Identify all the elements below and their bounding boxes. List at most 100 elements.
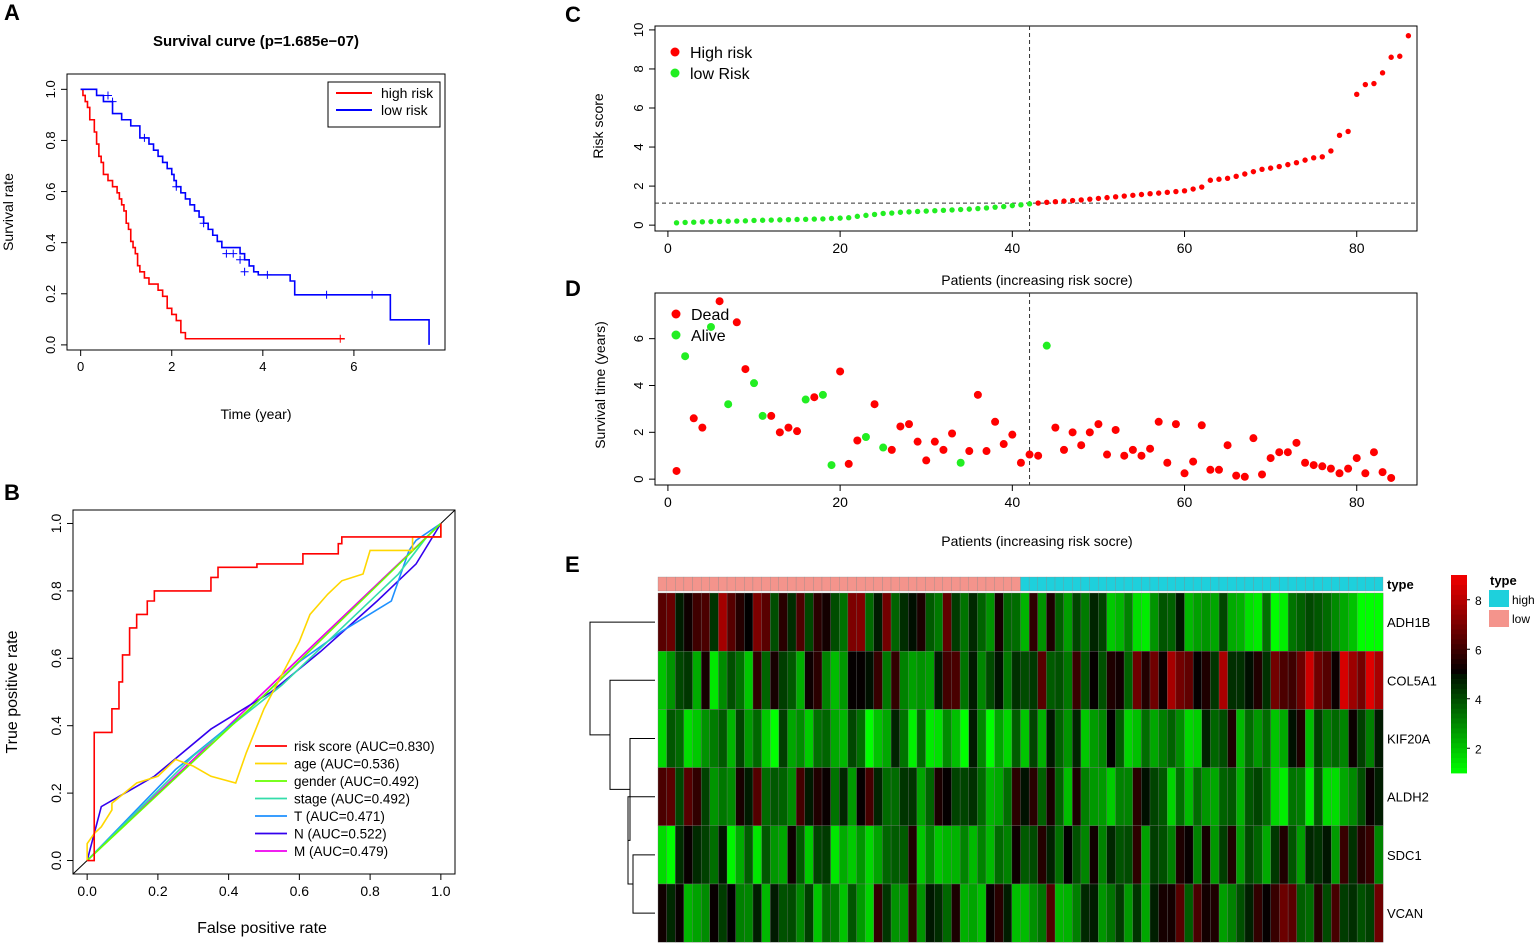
panel-e-annotation-cell — [683, 576, 693, 592]
panel-e-heatmap-cell — [959, 592, 970, 652]
panel-e-heatmap-cell — [1261, 883, 1272, 943]
panel-e-heatmap-cell — [1072, 592, 1082, 652]
panel-e-heatmap-cell — [873, 709, 883, 768]
panel-c-y-tick-label: 2 — [631, 182, 646, 189]
panel-e-heatmap-cell — [1348, 883, 1358, 943]
panel-d-point-dead — [1335, 469, 1344, 478]
panel-e-heatmap-cell — [1261, 767, 1272, 826]
panel-c-point — [1405, 33, 1412, 39]
panel-e-heatmap-cell — [787, 651, 797, 710]
panel-c-y-label: Risk score — [590, 93, 606, 159]
panel-c-point — [1069, 197, 1076, 204]
panel-e-heatmap-cell — [1028, 709, 1039, 768]
panel-b-legend-entry: gender (AUC=0.492) — [294, 774, 419, 789]
panel-e-heatmap-cell — [1167, 767, 1177, 826]
panel-b-legend: risk score (AUC=0.830) age (AUC=0.536) gen… — [255, 739, 435, 859]
panel-e-heatmap-cell — [752, 767, 762, 826]
panel-e-heatmap-cell — [761, 592, 771, 652]
panel-a-x-tick-label: 2 — [168, 359, 175, 374]
panel-e-heatmap-cell — [1132, 651, 1142, 710]
panel-c-point — [983, 205, 990, 211]
panel-e-heatmap-cell — [1089, 651, 1099, 710]
panel-e-heatmap-cell — [1115, 767, 1125, 826]
panel-e-annotation-cell — [1175, 576, 1185, 592]
panel-d-point-dead — [930, 437, 939, 446]
panel-c-point — [759, 217, 766, 223]
panel-e-scale-step — [1451, 644, 1467, 650]
panel-d-point-dead — [1292, 438, 1301, 447]
panel-b-roc-curve — [86, 523, 442, 861]
panel-e-heatmap-cell — [1356, 709, 1367, 768]
panel-e-heatmap-cell — [1167, 709, 1177, 768]
panel-e-annotation-cell — [770, 576, 779, 592]
panel-d-point-dead — [1180, 469, 1189, 478]
panel-e-annotation-cell — [1365, 576, 1375, 592]
panel-e-heatmap-cell — [916, 767, 926, 826]
panel-c-point — [1199, 184, 1205, 190]
panel-e-heatmap-cell — [1063, 883, 1073, 943]
panel-e-heatmap-cell — [1149, 883, 1159, 943]
panel-e-heatmap-cell — [1313, 825, 1323, 885]
panel-e-heatmap-cell — [899, 767, 909, 826]
panel-e-heatmap-cell — [1011, 883, 1021, 943]
panel-e-annotation-cell — [657, 576, 667, 592]
panel-c-x-tick-label: 60 — [1177, 240, 1193, 256]
panel-e-heatmap-cell — [1331, 767, 1341, 826]
panel-e-heatmap-cell — [1106, 651, 1116, 710]
panel-e-heatmap-cell — [752, 709, 762, 768]
panel-e-annotation-cell — [726, 576, 736, 592]
panel-b-legend-entry: N (AUC=0.522) — [294, 827, 387, 842]
panel-c-point — [966, 206, 972, 212]
panel-e-heatmap-cell — [864, 709, 875, 768]
panel-e-heatmap-cell — [1348, 651, 1358, 710]
panel-c-point — [1388, 54, 1394, 60]
panel-e-heatmap-cell — [1003, 883, 1013, 943]
panel-e-heatmap-cell — [821, 709, 831, 768]
panel-e-annotation-cell — [1098, 576, 1107, 592]
panel-e-heatmap-cell — [1374, 651, 1384, 710]
panel-e-heatmap-cell — [1037, 883, 1047, 943]
panel-c-y-tick-label: 6 — [631, 104, 646, 111]
panel-e-heatmap-cell — [934, 651, 944, 710]
panel-e-heatmap-cell — [1296, 825, 1306, 885]
panel-e-heatmap-cell — [1322, 767, 1332, 826]
panel-d-point-alive — [750, 379, 759, 388]
panel-d-y-tick-label: 2 — [631, 429, 646, 436]
panel-e-scale-step — [1451, 743, 1467, 749]
panel-a-x-tick-label: 6 — [350, 359, 357, 374]
panel-e-heatmap-cell — [770, 825, 780, 885]
panel-c-point — [897, 209, 904, 215]
panel-e-heatmap-cell — [959, 651, 970, 710]
panel-e-heatmap-cell — [899, 592, 909, 652]
panel-e-heatmap-cell — [795, 709, 806, 768]
panel-e-heatmap-cell — [890, 825, 901, 885]
panel-e-heatmap-cell — [1313, 709, 1323, 768]
panel-e-heatmap-cell — [1063, 592, 1073, 652]
panel-c-x-label: Patients (increasing risk socre) — [941, 272, 1132, 288]
panel-e-annotation-label: type — [1387, 577, 1414, 592]
panel-e-heatmap-cell — [1184, 592, 1194, 652]
panel-d-point-dead — [913, 437, 922, 446]
panel-d-point-dead — [1085, 428, 1094, 437]
panel-e-heatmap-cell — [1011, 709, 1021, 768]
panel-e-heatmap-cell — [959, 709, 970, 768]
panel-e-heatmap-cell — [1158, 883, 1168, 943]
panel-a-censor-mark — [263, 270, 272, 279]
panel-e-heatmap-cell — [1149, 767, 1159, 826]
panel-d-point-dead — [793, 427, 802, 436]
panel-e-heatmap-cell — [873, 767, 883, 826]
panel-e-heatmap-cell — [1313, 883, 1323, 943]
panel-e-heatmap-cell — [951, 825, 961, 885]
panel-e-heatmap-cell — [942, 825, 952, 885]
panel-c-legend-low: low Risk — [690, 66, 751, 83]
panel-e-heatmap-cell — [864, 767, 875, 826]
panel-e-heatmap-cell — [1253, 825, 1263, 885]
panel-a-x-tick-label: 0 — [77, 359, 84, 374]
panel-e-heatmap-cell — [666, 592, 676, 652]
panel-e-heatmap-cell — [1072, 825, 1082, 885]
panel-e-heatmap-cell — [735, 883, 745, 943]
panel-e-scale-tick-label: 6 — [1475, 643, 1482, 657]
panel-e-heatmap-cell — [1253, 709, 1263, 768]
panel-e-heatmap-cell — [1236, 825, 1246, 885]
panel-e-heatmap-cell — [1063, 709, 1073, 768]
